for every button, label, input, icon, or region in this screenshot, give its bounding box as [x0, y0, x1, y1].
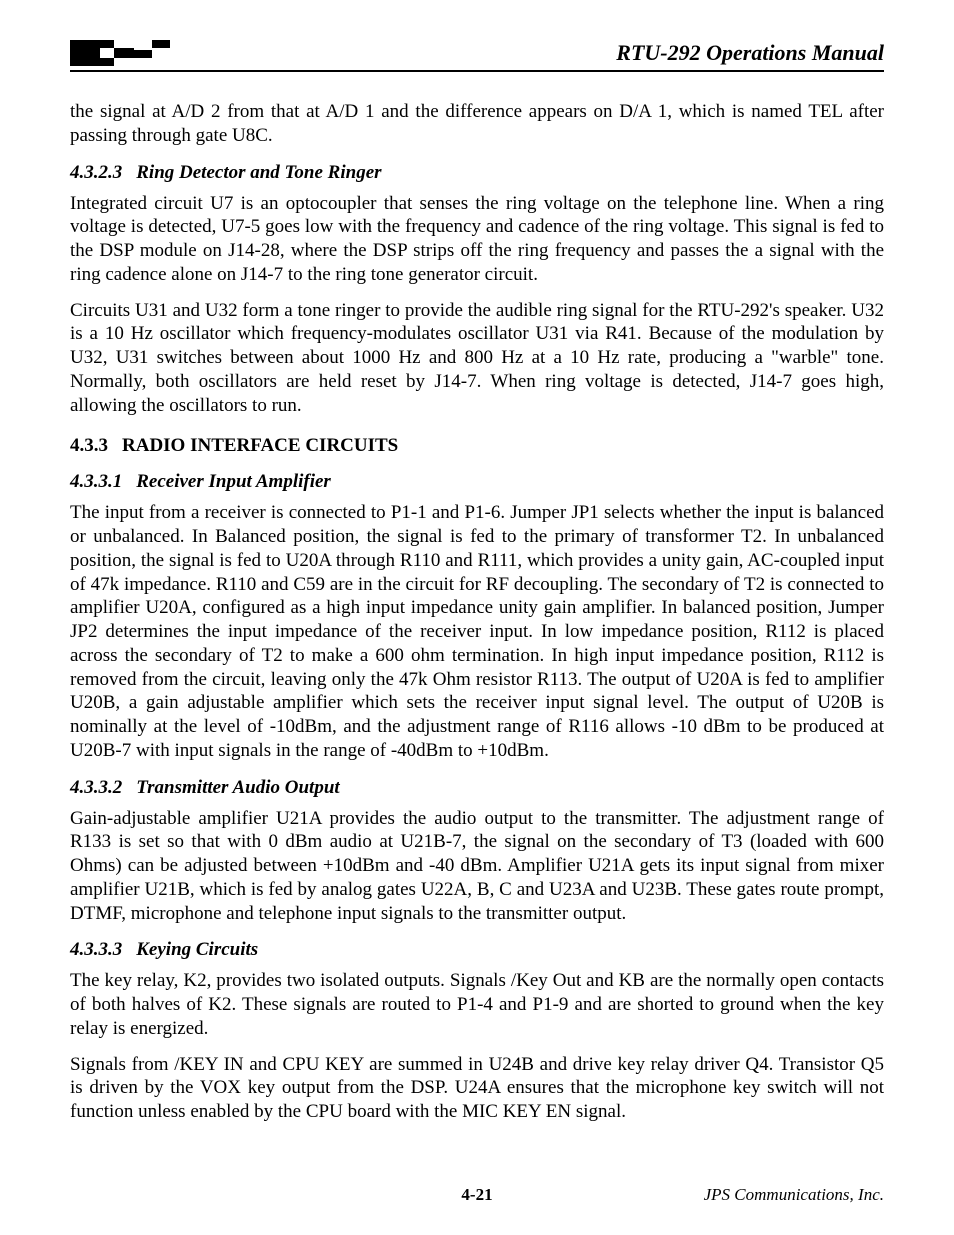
- heading-number: 4.3.2.3: [70, 162, 122, 183]
- heading-number: 4.3.3: [70, 435, 108, 456]
- intro-paragraph: the signal at A/D 2 from that at A/D 1 a…: [70, 100, 884, 148]
- paragraph: The key relay, K2, provides two isolated…: [70, 969, 884, 1040]
- footer-left-spacer: [70, 1185, 339, 1205]
- page-footer: 4-21 JPS Communications, Inc.: [70, 1185, 884, 1205]
- paragraph: Circuits U31 and U32 form a tone ringer …: [70, 299, 884, 418]
- heading-4-3-3: 4.3.3 RADIO INTERFACE CIRCUITS: [70, 435, 884, 457]
- heading-4-3-3-2: 4.3.3.2 Transmitter Audio Output: [70, 777, 884, 799]
- heading-number: 4.3.3.1: [70, 471, 122, 492]
- heading-4-3-3-1: 4.3.3.1 Receiver Input Amplifier: [70, 471, 884, 493]
- heading-title: RADIO INTERFACE CIRCUITS: [122, 435, 398, 456]
- paragraph: Gain-adjustable amplifier U21A provides …: [70, 807, 884, 926]
- heading-number: 4.3.3.2: [70, 777, 122, 798]
- page-number: 4-21: [343, 1185, 612, 1205]
- company-logo: [70, 40, 180, 66]
- heading-title: Keying Circuits: [136, 939, 258, 960]
- heading-title: Transmitter Audio Output: [136, 777, 339, 798]
- paragraph: The input from a receiver is connected t…: [70, 501, 884, 762]
- heading-number: 4.3.3.3: [70, 939, 122, 960]
- heading-title: Ring Detector and Tone Ringer: [136, 162, 381, 183]
- paragraph: Integrated circuit U7 is an optocoupler …: [70, 192, 884, 287]
- manual-title: RTU-292 Operations Manual: [616, 40, 884, 66]
- document-page: RTU-292 Operations Manual the signal at …: [0, 0, 954, 1235]
- company-name: JPS Communications, Inc.: [615, 1185, 884, 1205]
- heading-4-3-2-3: 4.3.2.3 Ring Detector and Tone Ringer: [70, 162, 884, 184]
- heading-title: Receiver Input Amplifier: [136, 471, 331, 492]
- page-header: RTU-292 Operations Manual: [70, 40, 884, 72]
- paragraph: Signals from /KEY IN and CPU KEY are sum…: [70, 1053, 884, 1124]
- heading-4-3-3-3: 4.3.3.3 Keying Circuits: [70, 939, 884, 961]
